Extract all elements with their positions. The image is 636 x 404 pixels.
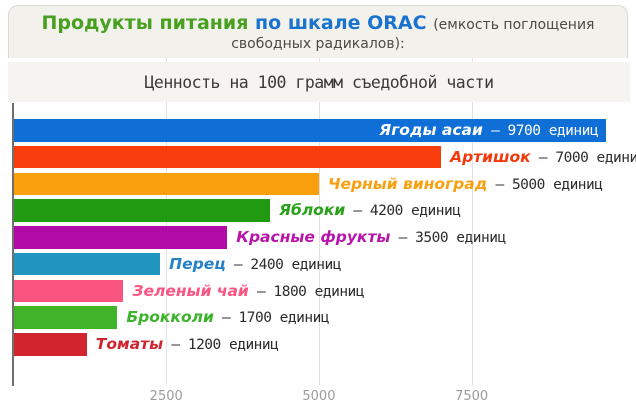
bar — [14, 306, 118, 329]
bar — [14, 173, 319, 196]
bar-row: Черный виноград – 5000 единиц — [14, 173, 636, 196]
chart-header: Продукты питания по шкале ORAC (емкость … — [8, 5, 628, 58]
bar-value-label: – 2400 единиц — [226, 257, 341, 273]
bar-category-label: Артишок — [450, 148, 531, 166]
bar-category-label: Красные фрукты — [236, 228, 390, 246]
bar-value-label: – 5000 единиц — [487, 177, 602, 193]
bar-category-label: Брокколи — [126, 308, 213, 326]
bar-value-label: – 4200 единиц — [345, 203, 460, 219]
bar — [14, 226, 228, 249]
orac-bar-chart: Ценность на 100 грамм съедобной части Яг… — [0, 58, 636, 400]
x-tick-label: 7500 — [455, 389, 488, 404]
bar-label: Ягоды асаи – 9700 единиц — [379, 119, 598, 143]
chart-subtitle-band: Ценность на 100 грамм съедобной части — [8, 62, 630, 102]
bar-row: Томаты – 1200 единиц — [14, 333, 636, 356]
bar — [14, 146, 442, 169]
bar-category-label: Ягоды асаи — [379, 121, 483, 139]
bar-label: Черный виноград – 5000 единиц — [328, 173, 603, 197]
bar-category-label: Яблоки — [279, 201, 345, 219]
bar-category-label: Томаты — [96, 335, 163, 353]
title-note-line2: свободных радикалов): — [9, 35, 627, 54]
bar-row: Перец – 2400 единиц — [14, 253, 636, 276]
x-tick-label: 5000 — [302, 389, 335, 404]
title-note-line1: (емкость поглощения — [433, 17, 594, 33]
bar-value-label: – 1800 единиц — [249, 284, 364, 300]
bar-label: Томаты – 1200 единиц — [96, 333, 279, 357]
bar-row: Яблоки – 4200 единиц — [14, 199, 636, 222]
bar-row: Ягоды асаи – 9700 единиц — [14, 119, 636, 142]
bar-label: Перец – 2400 единиц — [169, 253, 341, 277]
page-title: Продукты питания по шкале ORAC (емкость … — [9, 12, 627, 35]
bar — [14, 253, 161, 276]
bar-value-label: – 3500 единиц — [390, 230, 505, 246]
bar-category-label: Черный виноград — [328, 175, 487, 193]
bar-value-label: – 9700 единиц — [483, 123, 598, 139]
bar-row: Артишок – 7000 единиц — [14, 146, 636, 169]
bar — [14, 333, 87, 356]
bar-row: Брокколи – 1700 единиц — [14, 306, 636, 329]
chart-subtitle: Ценность на 100 грамм съедобной части — [144, 73, 493, 92]
bar-label: Яблоки – 4200 единиц — [279, 199, 460, 223]
bar — [14, 199, 271, 222]
bar-label: Брокколи – 1700 единиц — [126, 306, 329, 330]
bar-row: Зеленый чай – 1800 единиц — [14, 280, 636, 303]
bar-label: Артишок – 7000 единиц — [450, 146, 636, 170]
title-part-blue: по шкале ORAC — [255, 12, 427, 34]
bar-value-label: – 1200 единиц — [163, 337, 278, 353]
x-tick-label: 2500 — [150, 389, 183, 404]
bar-label: Красные фрукты – 3500 единиц — [236, 226, 505, 250]
bar-category-label: Перец — [169, 255, 226, 273]
bar — [14, 280, 124, 303]
bar-row: Красные фрукты – 3500 единиц — [14, 226, 636, 249]
bar-value-label: – 1700 единиц — [214, 310, 329, 326]
bar-category-label: Зеленый чай — [132, 282, 248, 300]
bar-value-label: – 7000 единиц — [531, 150, 636, 166]
title-part-green: Продукты питания — [42, 12, 249, 34]
bar-label: Зеленый чай – 1800 единиц — [132, 280, 364, 304]
